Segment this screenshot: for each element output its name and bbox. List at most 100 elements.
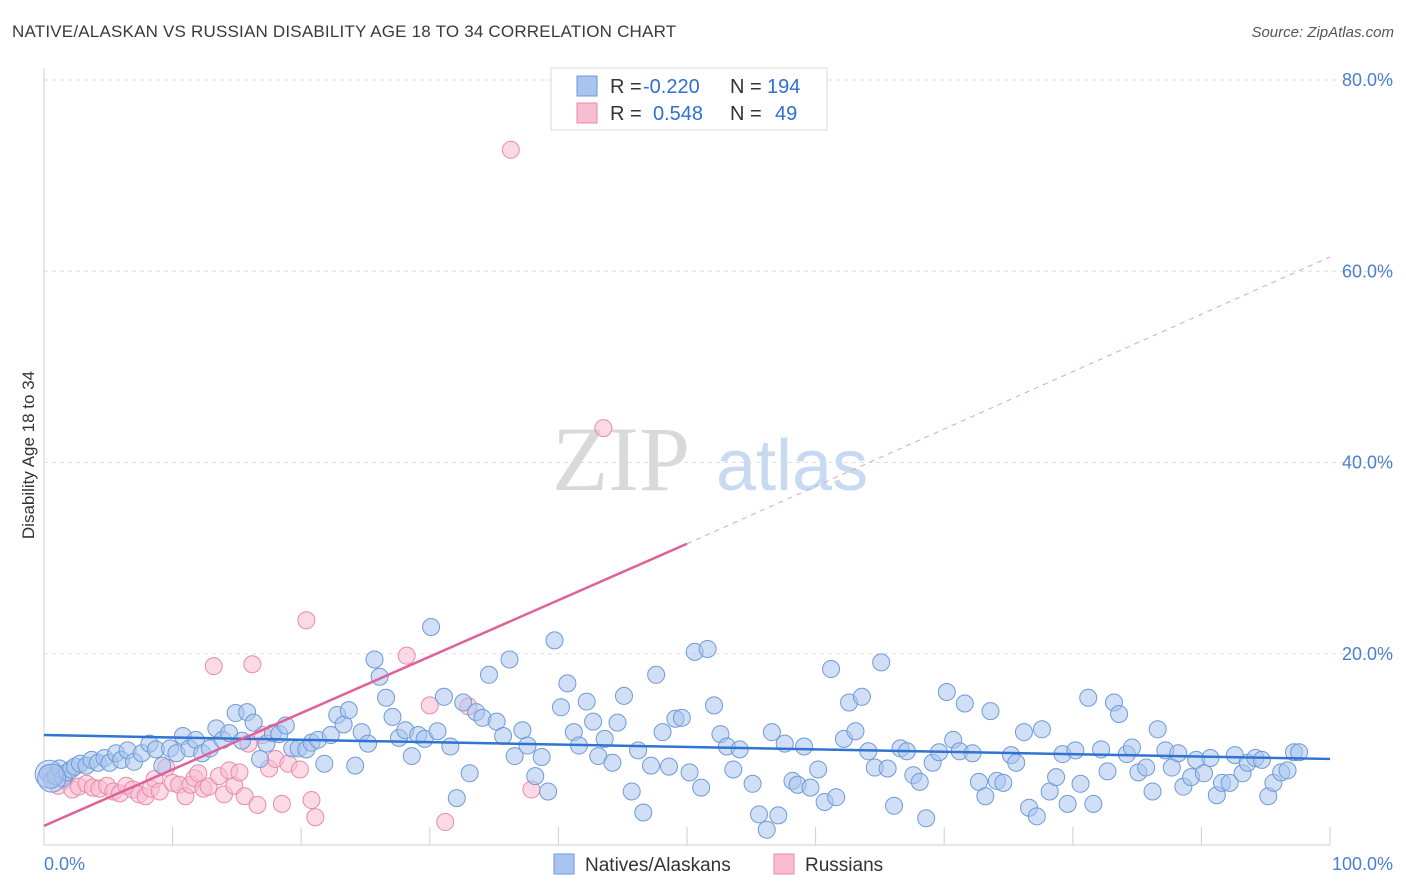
natives-point xyxy=(428,722,447,741)
natives-point xyxy=(750,805,769,824)
correlation-legend: R = -0.220 N = 194 R = 0.548 N = 49 xyxy=(550,67,828,131)
natives-point xyxy=(769,806,788,825)
natives-point xyxy=(1014,723,1033,742)
natives-point xyxy=(603,753,622,772)
natives-point xyxy=(801,778,820,797)
series-legend: Natives/Alaskans Russians xyxy=(553,853,883,876)
natives-point xyxy=(1290,743,1309,762)
russians-point xyxy=(594,419,613,438)
natives-point xyxy=(595,729,614,748)
watermark-zip: ZIP xyxy=(552,408,690,510)
legend-r-label-natives: R = xyxy=(610,76,642,98)
russians-point xyxy=(230,763,249,782)
natives-point xyxy=(692,778,711,797)
natives-point xyxy=(539,782,558,801)
natives-point xyxy=(447,789,466,808)
natives-point xyxy=(976,787,995,806)
russians-point xyxy=(150,782,169,801)
legend-n-value-natives: 194 xyxy=(767,76,800,98)
natives-point xyxy=(1027,807,1046,826)
natives-point xyxy=(1098,762,1117,781)
russians-point xyxy=(272,794,291,813)
natives-point xyxy=(505,747,524,766)
x-tick-labels: 0.0% 100.0% xyxy=(44,854,1393,874)
russians-point xyxy=(290,760,309,779)
natives-point xyxy=(402,747,421,766)
legend-r-value-russians: 0.548 xyxy=(653,103,703,125)
natives-point xyxy=(1278,761,1297,780)
russians-point xyxy=(302,791,321,810)
y-axis-label: Disability Age 18 to 34 xyxy=(19,371,38,539)
natives-point xyxy=(757,820,776,839)
russians-point xyxy=(436,813,455,832)
legend-swatch-russians xyxy=(576,102,598,124)
natives-point xyxy=(584,712,603,731)
natives-point xyxy=(532,748,551,767)
natives-point xyxy=(1079,688,1098,707)
natives-point xyxy=(955,694,974,713)
natives-point xyxy=(558,674,577,693)
legend-r-value-natives: -0.220 xyxy=(643,76,700,98)
natives-point xyxy=(346,756,365,775)
source-label: Source: ZipAtlas.com xyxy=(1251,24,1394,41)
y-tick-label: 20.0% xyxy=(1342,644,1393,664)
natives-point xyxy=(441,737,460,756)
natives-point xyxy=(981,702,1000,721)
watermark-atlas: atlas xyxy=(716,426,868,506)
russians-point xyxy=(297,611,316,630)
russians-point xyxy=(501,140,520,159)
natives-point xyxy=(377,688,396,707)
x-tick-label: 0.0% xyxy=(44,854,85,874)
natives-point xyxy=(641,756,660,775)
chart-title: NATIVE/ALASKAN VS RUSSIAN DISABILITY AGE… xyxy=(12,22,677,41)
russians-point xyxy=(248,795,267,814)
natives-point xyxy=(680,763,699,782)
natives-point-large xyxy=(37,763,67,793)
natives-point xyxy=(1137,758,1156,777)
natives-point xyxy=(878,759,897,778)
natives-point xyxy=(762,723,781,742)
natives-point xyxy=(730,740,749,759)
bottom-legend-natives: Natives/Alaskans xyxy=(585,855,731,876)
natives-point xyxy=(1058,794,1077,813)
russians-point xyxy=(420,696,439,715)
natives-point xyxy=(885,796,904,815)
y-tick-label: 80.0% xyxy=(1342,70,1393,90)
natives-point xyxy=(479,665,498,684)
natives-point xyxy=(1084,794,1103,813)
russians-trend-line xyxy=(43,542,688,828)
natives-point xyxy=(1032,720,1051,739)
natives-point xyxy=(852,687,871,706)
natives-point xyxy=(518,736,537,755)
natives-point xyxy=(647,665,666,684)
grid-lines xyxy=(44,79,1395,655)
y-tick-label: 60.0% xyxy=(1342,261,1393,281)
x-tick-label: 100.0% xyxy=(1332,854,1393,874)
natives-point xyxy=(1122,738,1141,757)
natives-point xyxy=(1066,741,1085,760)
legend-n-value-russians: 49 xyxy=(775,103,797,125)
natives-point xyxy=(629,741,648,760)
russians-point xyxy=(306,808,325,827)
natives-point xyxy=(910,772,929,791)
legend-swatch-natives xyxy=(576,75,598,97)
y-tick-label: 40.0% xyxy=(1342,453,1393,473)
natives-point xyxy=(500,650,519,669)
natives-point xyxy=(872,653,891,672)
natives-point xyxy=(1169,744,1188,763)
natives-trend-line xyxy=(43,733,1331,761)
natives-point xyxy=(1252,750,1271,769)
natives-point xyxy=(917,809,936,828)
russians-trend-extension xyxy=(686,256,1331,545)
natives-point xyxy=(634,803,653,822)
natives-point xyxy=(937,683,956,701)
natives-point xyxy=(809,760,828,779)
natives-point xyxy=(1194,764,1213,783)
trend-lines xyxy=(43,256,1331,828)
natives-point xyxy=(622,782,641,801)
natives-point xyxy=(1071,774,1090,793)
natives-point xyxy=(827,788,846,807)
bottom-legend-russians: Russians xyxy=(805,855,883,876)
natives-point xyxy=(1220,773,1239,792)
